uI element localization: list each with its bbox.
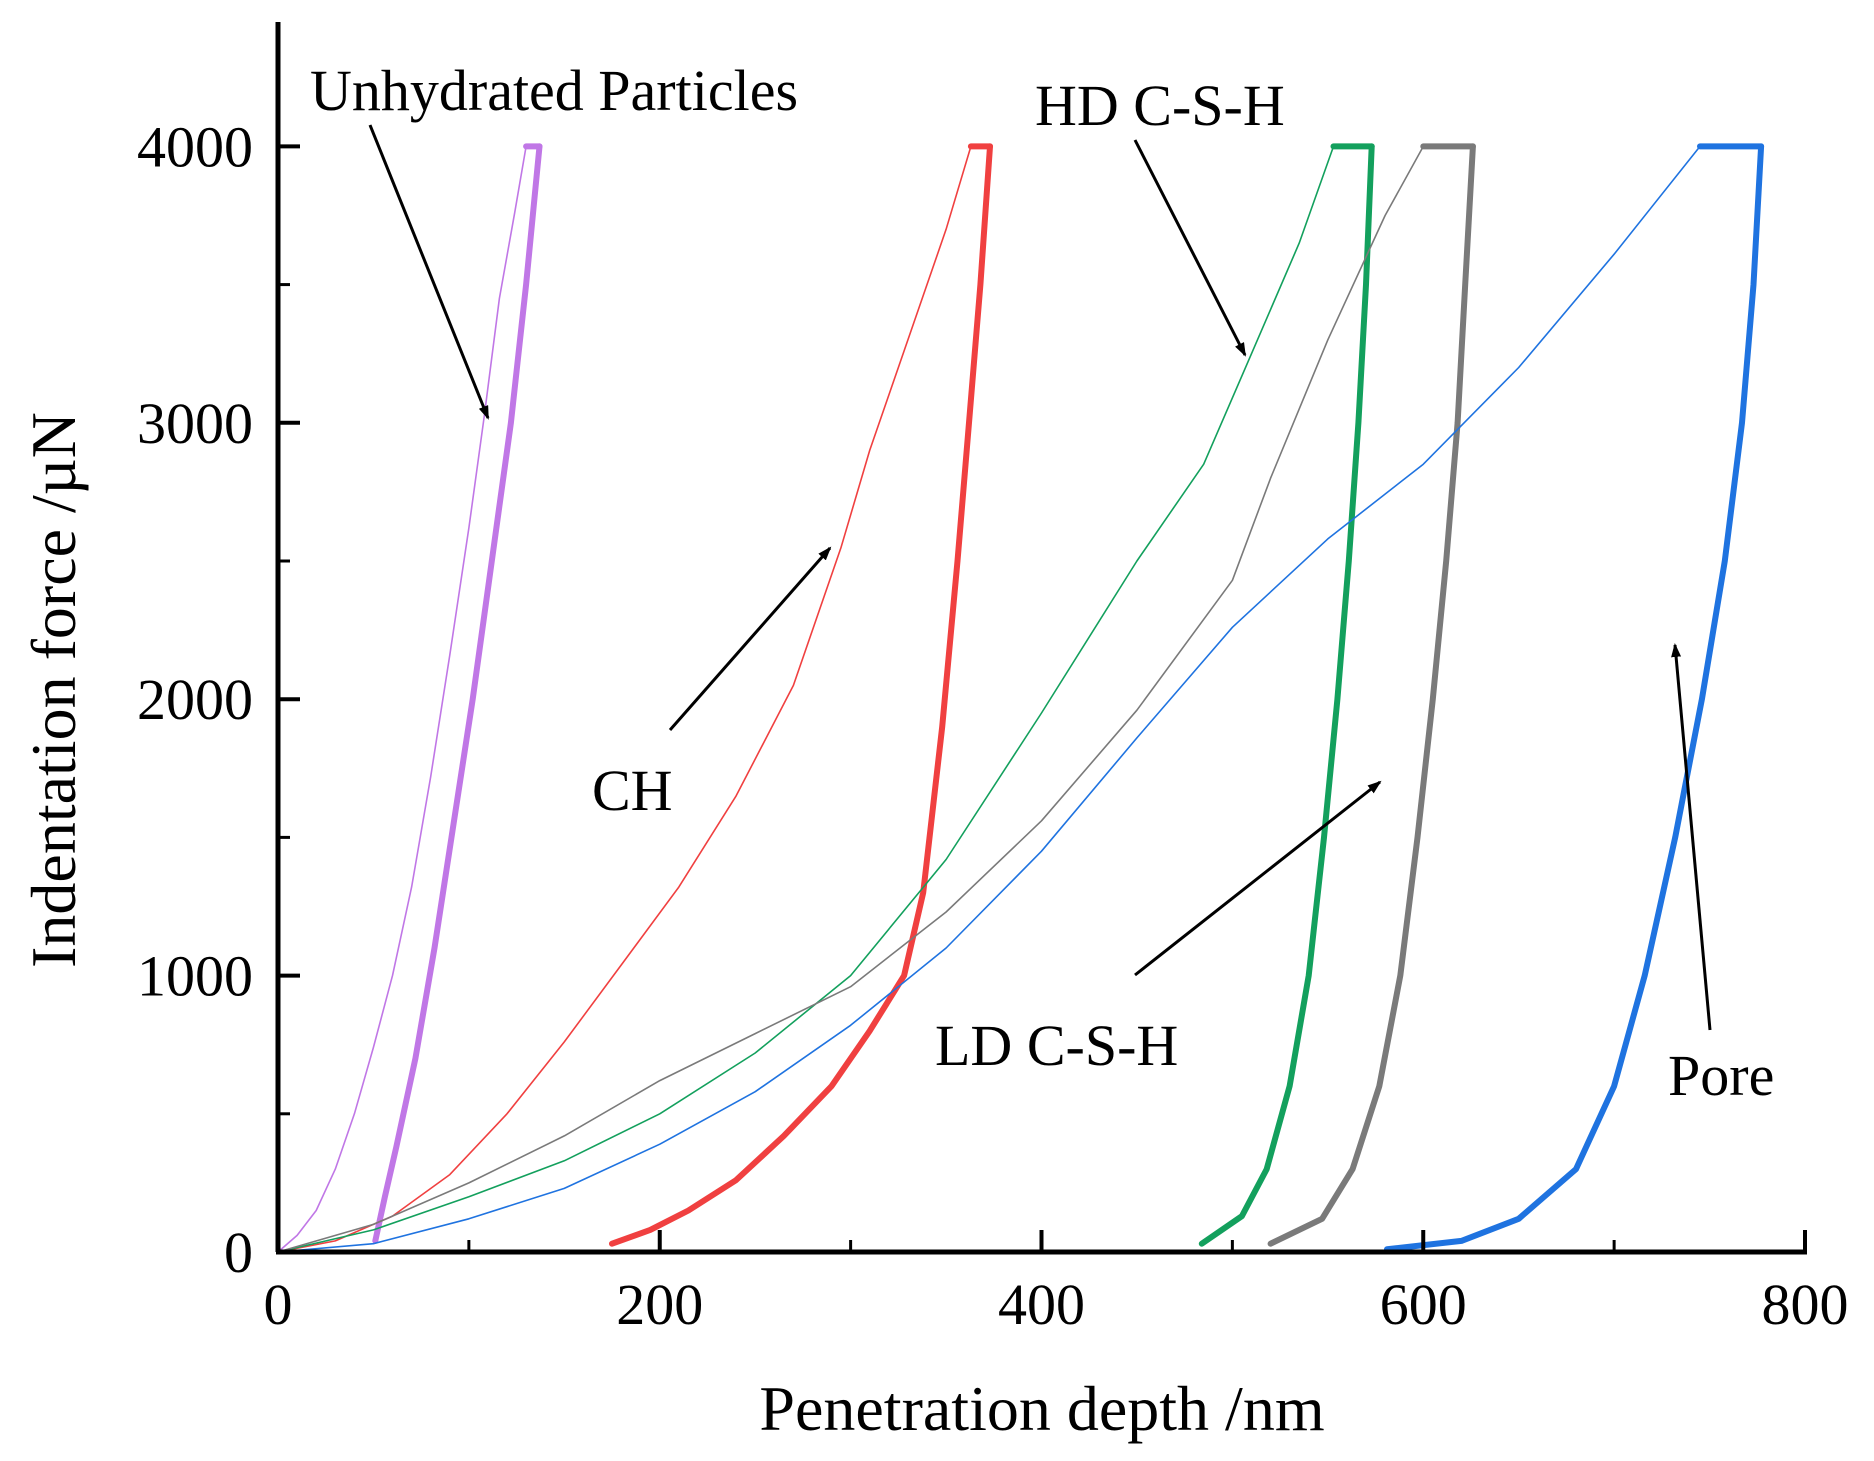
arrow-pore: [1671, 643, 1712, 1031]
ticks-layer: 0 200 400 600 800 0 1000 2000 3000 4000: [137, 114, 1849, 1337]
series-unhydrated-particles-loading: [277, 145, 527, 1253]
annotation-unhydrated: Unhydrated Particles: [310, 58, 798, 123]
y-tick-label: 4000: [137, 114, 253, 179]
annotation-ch: CH: [592, 758, 673, 823]
y-axis-label: Indentation force /µN: [18, 412, 89, 968]
y-tick-label: 2000: [137, 667, 253, 732]
series-unhydrated-particles-unloading: [372, 143, 543, 1244]
annotation-hd-csh: HD C-S-H: [1035, 73, 1285, 138]
annotation-ld-csh: LD C-S-H: [935, 1013, 1178, 1078]
arrow-hd-csh: [1133, 139, 1247, 357]
series-pore-unloading: [1384, 143, 1765, 1253]
series-pore-loading: [277, 145, 1701, 1253]
series-layer: [277, 143, 1765, 1253]
series-ch-unloading: [609, 143, 993, 1247]
x-tick-label: 400: [998, 1272, 1085, 1337]
x-axis-label: Penetration depth /nm: [759, 1373, 1324, 1444]
x-tick-label: 600: [1380, 1272, 1467, 1337]
arrow-ld-csh: [1134, 780, 1382, 977]
annotation-pore: Pore: [1668, 1043, 1774, 1108]
y-tick-label: 3000: [137, 391, 253, 456]
series-ch-loading: [277, 145, 972, 1253]
annotations: Unhydrated Particles CH HD C-S-H LD C-S-…: [310, 58, 1774, 1108]
series-hd-c-s-h-loading: [277, 145, 1335, 1253]
x-tick-label: 0: [264, 1272, 293, 1337]
arrow-unhydrated: [368, 124, 490, 420]
y-tick-label: 1000: [137, 944, 253, 1009]
series-hd-c-s-h-unloading: [1198, 143, 1375, 1247]
series-ld-c-s-h-unloading: [1267, 143, 1476, 1247]
x-tick-label: 800: [1762, 1272, 1849, 1337]
arrow-ch: [668, 546, 832, 731]
series-ld-c-s-h-loading: [277, 145, 1425, 1253]
y-tick-label: 0: [224, 1220, 253, 1285]
x-tick-label: 200: [616, 1272, 703, 1337]
